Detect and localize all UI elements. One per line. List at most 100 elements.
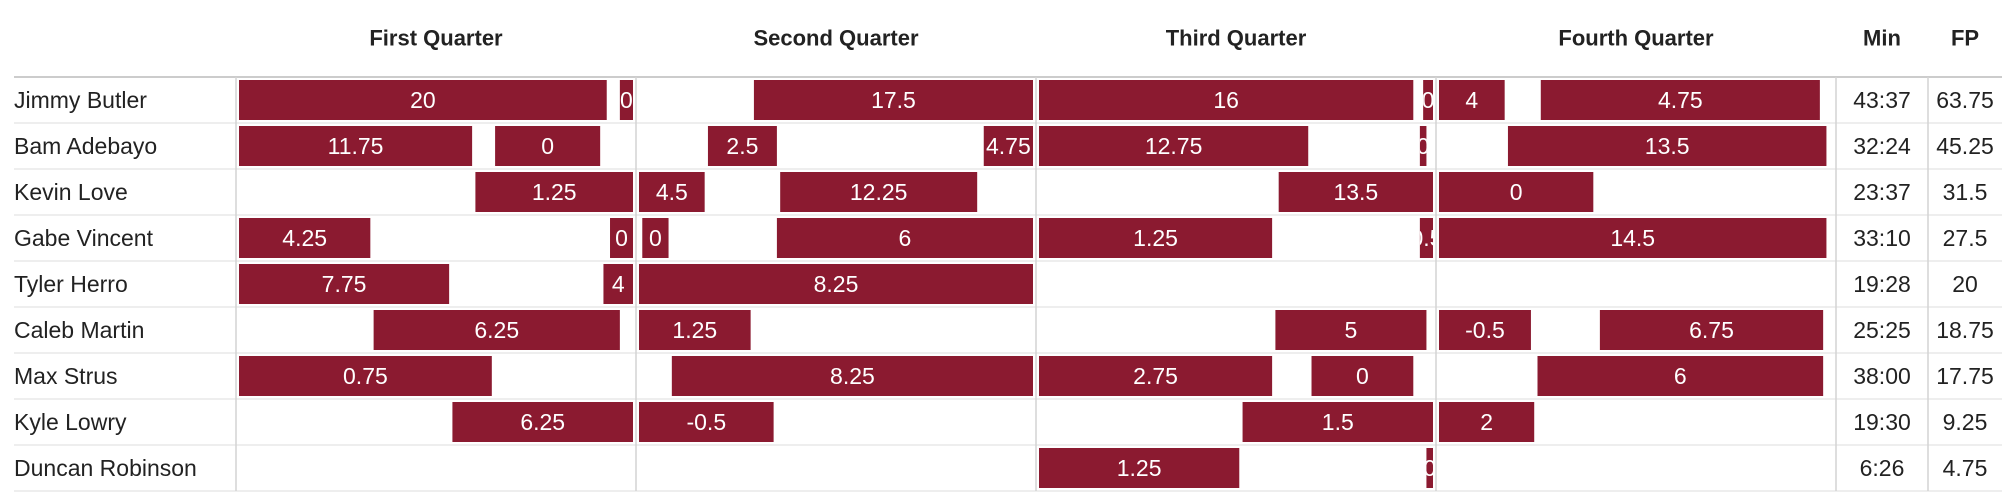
fantasy-points: 45.25 [1936, 133, 1994, 159]
fantasy-points: 9.25 [1943, 409, 1988, 435]
stint-bar [1039, 218, 1273, 258]
stint-bar [1537, 356, 1824, 396]
stint-bar [1278, 172, 1433, 212]
player-name: Max Strus [14, 363, 118, 389]
stint-bar [1439, 402, 1535, 442]
fantasy-points: 20 [1952, 271, 1978, 297]
stint-label: 4.75 [986, 133, 1031, 159]
stint-bar [983, 126, 1033, 166]
stint-label: 0 [541, 133, 554, 159]
stint-bar [239, 126, 473, 166]
minutes: 38:00 [1853, 363, 1911, 389]
stint-bar [475, 172, 633, 212]
quarter-header: First Quarter [369, 26, 503, 51]
stint-bar [1039, 80, 1414, 120]
stint-bar [642, 218, 669, 258]
stint-bar [1439, 80, 1505, 120]
player-name: Tyler Herro [14, 271, 128, 297]
stint-label: 12.75 [1145, 133, 1203, 159]
stint-label: 0 [1417, 133, 1430, 159]
quarter-header: Fourth Quarter [1558, 26, 1714, 51]
player-name: Kyle Lowry [14, 409, 127, 435]
minutes: 33:10 [1853, 225, 1911, 251]
stint-bar [780, 172, 978, 212]
stint-bar [619, 80, 633, 120]
stint-bar [610, 218, 633, 258]
stint-bar [639, 310, 751, 350]
minutes: 19:30 [1853, 409, 1911, 435]
stint-bar [1275, 310, 1427, 350]
stint-bar [603, 264, 633, 304]
stint-bar [1419, 126, 1427, 166]
stint-label: 2.75 [1133, 363, 1178, 389]
stint-label: 6 [899, 225, 912, 251]
fantasy-points: 63.75 [1936, 87, 1994, 113]
stint-label: 0 [649, 225, 662, 251]
stint-bar [1039, 356, 1273, 396]
stint-bar [776, 218, 1033, 258]
stint-label: 0 [1422, 87, 1435, 113]
stint-label: 12.25 [850, 179, 908, 205]
player-name: Kevin Love [14, 179, 128, 205]
stint-label: 4.5 [656, 179, 688, 205]
fantasy-points: 17.75 [1936, 363, 1994, 389]
stint-bar [1439, 310, 1531, 350]
minutes: 23:37 [1853, 179, 1911, 205]
fantasy-points: 27.5 [1943, 225, 1988, 251]
player-name: Caleb Martin [14, 317, 144, 343]
stint-bar [639, 402, 774, 442]
quarter-header: Second Quarter [753, 26, 918, 51]
minutes: 6:26 [1860, 455, 1905, 481]
stint-label: 6.25 [520, 409, 565, 435]
stint-bar [1039, 126, 1309, 166]
stint-bar [239, 356, 492, 396]
stint-label: 17.5 [871, 87, 916, 113]
stint-label: 2.5 [726, 133, 758, 159]
player-name: Gabe Vincent [14, 225, 154, 251]
fantasy-points: 31.5 [1943, 179, 1988, 205]
stint-bar [239, 80, 607, 120]
stint-bar [671, 356, 1033, 396]
stint-bar [1599, 310, 1824, 350]
fp-header: FP [1951, 26, 1979, 51]
stint-label: 5 [1345, 317, 1358, 343]
stint-label: 6.75 [1689, 317, 1734, 343]
stint-label: 0.75 [343, 363, 388, 389]
stint-bar [1311, 356, 1414, 396]
stint-bar [707, 126, 777, 166]
stint-label: 0.5 [1410, 225, 1442, 251]
stint-label: 2 [1480, 409, 1493, 435]
stint-bar [1242, 402, 1433, 442]
stint-label: 1.25 [532, 179, 577, 205]
stint-bar [1439, 172, 1594, 212]
stint-label: 0 [1356, 363, 1369, 389]
stint-bar [1423, 80, 1433, 120]
stint-bar [753, 80, 1033, 120]
fantasy-points: 4.75 [1943, 455, 1988, 481]
stint-label: 1.25 [672, 317, 717, 343]
minutes: 19:28 [1853, 271, 1911, 297]
stint-label: 4.25 [282, 225, 327, 251]
minutes: 32:24 [1853, 133, 1911, 159]
stint-label: 8.25 [830, 363, 875, 389]
stint-bar [1419, 218, 1433, 258]
stint-label: 6.25 [474, 317, 519, 343]
fantasy-points: 18.75 [1936, 317, 1994, 343]
min-header: Min [1863, 26, 1901, 51]
stint-label: 13.5 [1333, 179, 1378, 205]
stint-label: 4.75 [1658, 87, 1703, 113]
stint-bar [239, 264, 450, 304]
stint-label: 1.5 [1322, 409, 1354, 435]
stint-label: 11.75 [328, 133, 384, 159]
stint-bar [1039, 448, 1240, 488]
stint-label: -0.5 [686, 409, 726, 435]
stint-bar [239, 218, 371, 258]
stint-label: 4 [1465, 87, 1478, 113]
player-name: Jimmy Butler [14, 87, 147, 113]
stint-bar [1439, 218, 1827, 258]
stint-bar [373, 310, 620, 350]
stint-bar [639, 264, 1033, 304]
stint-label: 0 [1423, 455, 1436, 481]
stint-label: 7.75 [322, 271, 367, 297]
